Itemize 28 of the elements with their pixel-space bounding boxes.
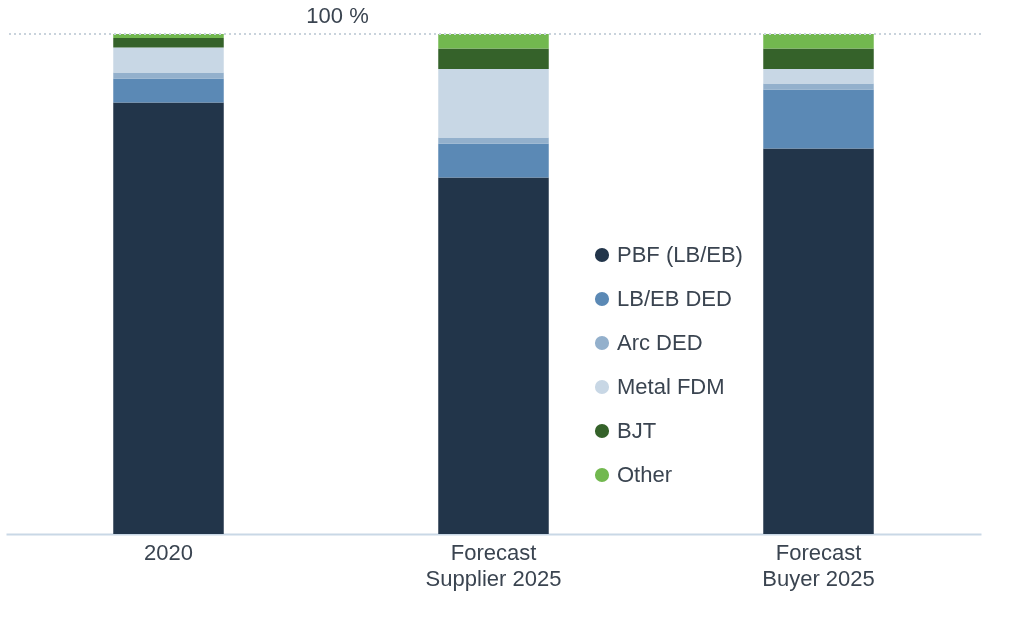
- ref-line-label: 100 %: [306, 3, 369, 28]
- bar: [113, 47, 224, 73]
- legend-label: Arc DED: [617, 330, 703, 355]
- x-tick-label: Forecast Supplier 2025: [425, 539, 562, 591]
- bar: [438, 137, 549, 144]
- bar: [438, 48, 549, 69]
- bar: [763, 48, 874, 69]
- bar: [113, 34, 224, 38]
- legend-label: Other: [617, 462, 673, 487]
- bar: [763, 69, 874, 84]
- bar: [113, 72, 224, 79]
- bar: [763, 34, 874, 49]
- bar: [113, 38, 224, 48]
- bar: [438, 69, 549, 138]
- bar: [438, 34, 549, 49]
- legend-label: LB/EB DED: [617, 286, 732, 311]
- bar: [763, 148, 874, 534]
- bar: [113, 78, 224, 103]
- legend-label: PBF (LB/EB): [617, 242, 743, 267]
- x-tick-label: Forecast Buyer 2025: [762, 539, 875, 591]
- bar: [113, 102, 224, 534]
- legend-label: Metal FDM: [617, 374, 725, 399]
- x-tick-label: 2020: [144, 539, 193, 565]
- bar: [763, 83, 874, 90]
- bar: [438, 177, 549, 534]
- bar: [438, 143, 549, 178]
- legend-label: BJT: [617, 418, 657, 443]
- bar: [763, 89, 874, 149]
